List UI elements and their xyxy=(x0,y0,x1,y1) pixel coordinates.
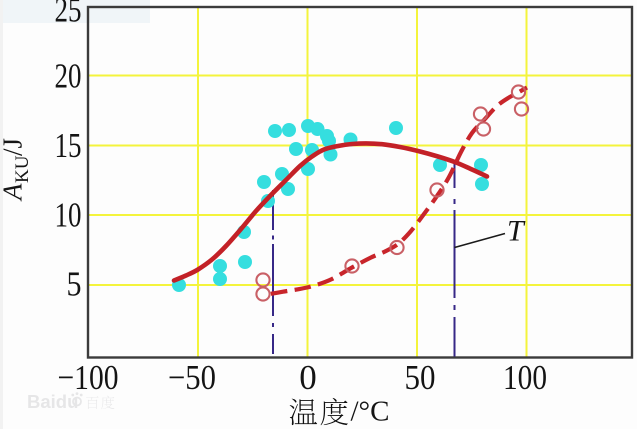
svg-text:/°C: /°C xyxy=(351,396,390,428)
svg-text:15: 15 xyxy=(55,126,82,165)
svg-text:0: 0 xyxy=(299,358,317,397)
svg-text:A: A xyxy=(0,183,28,202)
svg-text:50: 50 xyxy=(405,358,436,397)
svg-text:/J: /J xyxy=(0,138,28,156)
svg-text:10: 10 xyxy=(55,196,82,235)
svg-text:−50: −50 xyxy=(168,358,216,397)
svg-text:T: T xyxy=(507,215,526,248)
svg-text:100: 100 xyxy=(503,358,547,397)
svg-text:Baidu: Baidu xyxy=(27,391,78,412)
svg-text:20: 20 xyxy=(55,57,82,96)
svg-text:25: 25 xyxy=(55,0,82,30)
svg-text:−100: −100 xyxy=(58,358,119,397)
svg-text:5: 5 xyxy=(67,265,82,304)
svg-text:KU: KU xyxy=(12,155,33,183)
